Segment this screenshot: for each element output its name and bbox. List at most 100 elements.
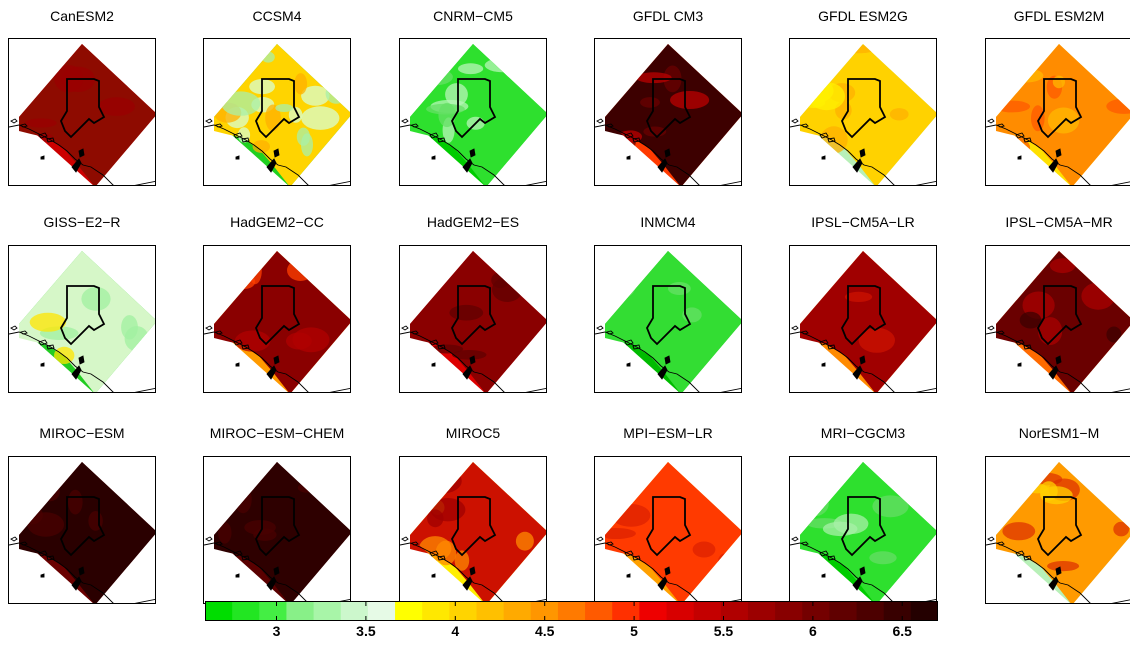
island — [827, 137, 836, 143]
coastline — [790, 542, 896, 603]
island — [859, 566, 866, 576]
island — [429, 132, 439, 139]
texture-blob — [458, 63, 484, 75]
island — [273, 148, 280, 158]
border-line — [915, 180, 936, 185]
texture-blob — [294, 73, 308, 95]
coastline — [9, 542, 115, 603]
colorbar-tick-label: 3.5 — [356, 623, 376, 639]
island — [657, 576, 668, 591]
texture-blob — [301, 85, 330, 106]
texture-blob — [869, 551, 897, 565]
texture-blob — [635, 72, 672, 84]
island — [46, 555, 55, 561]
panel-title: IPSL−CM5A−MR — [1005, 214, 1113, 230]
colorbar-swatch — [557, 601, 586, 621]
island — [801, 541, 809, 546]
panel-title: GFDL CM3 — [632, 8, 704, 24]
inland-fill — [605, 462, 741, 603]
coastline — [595, 124, 701, 185]
map-panel — [399, 456, 547, 604]
county-outline — [645, 285, 692, 346]
panel-title: GISS−E2−R — [43, 214, 121, 230]
colorbar-swatch — [205, 601, 233, 621]
island — [411, 330, 419, 335]
texture-blob — [1083, 462, 1105, 475]
map-svg — [790, 462, 936, 603]
texture-blob — [451, 350, 487, 360]
island — [10, 118, 18, 124]
map-panel — [8, 245, 156, 393]
colorbar-swatch — [476, 601, 505, 621]
colorbar-swatch — [340, 601, 369, 621]
inland-fill — [800, 462, 936, 603]
map-panel — [203, 456, 351, 604]
texture-blob — [27, 512, 65, 537]
texture-blob — [124, 269, 138, 290]
panel-title: MRI−CGCM3 — [820, 425, 906, 441]
island — [657, 158, 668, 173]
texture-blob — [800, 78, 834, 104]
inland-fill — [605, 251, 741, 392]
texture-blob — [605, 528, 636, 539]
island — [997, 123, 1005, 128]
coastline — [204, 331, 310, 392]
island — [78, 355, 85, 365]
island — [273, 566, 280, 576]
map-panel — [8, 456, 156, 604]
island — [215, 541, 223, 546]
island — [411, 541, 419, 546]
panel-title: NorESM1−M — [1018, 425, 1100, 441]
coastline — [595, 542, 701, 603]
island — [987, 118, 995, 124]
map-svg — [400, 462, 546, 603]
colorbar-swatch — [693, 601, 722, 621]
inland-fill — [410, 251, 546, 392]
colorbar-border — [205, 601, 938, 621]
colorbar-swatch — [422, 601, 450, 621]
island — [1048, 576, 1059, 591]
island — [469, 566, 476, 576]
texture-blob — [668, 282, 691, 295]
texture-blob — [124, 326, 149, 352]
texture-blob — [221, 91, 261, 116]
island — [241, 555, 250, 561]
island — [987, 325, 995, 331]
texture-blob — [1106, 326, 1122, 343]
island — [821, 155, 826, 160]
island — [596, 118, 604, 124]
island — [235, 573, 240, 578]
border-line — [329, 180, 350, 185]
colorbar-swatch — [802, 601, 831, 621]
border-line — [1111, 181, 1130, 185]
colorbar-tick-label: 6 — [808, 623, 817, 639]
island — [437, 555, 446, 561]
map-panel — [985, 456, 1130, 604]
map-svg — [790, 251, 936, 392]
texture-blob — [1019, 311, 1042, 329]
island — [1017, 573, 1022, 578]
colorbar-tick-label: 6.5 — [892, 623, 912, 639]
county-outline — [1036, 78, 1083, 139]
texture-blob — [301, 133, 313, 157]
inland-fill — [214, 462, 350, 603]
coastline — [9, 124, 115, 185]
island — [626, 155, 631, 160]
island — [1048, 158, 1059, 173]
panel-title: MPI−ESM−LR — [623, 425, 713, 441]
island — [827, 555, 836, 561]
coastline — [9, 331, 115, 392]
texture-blob — [670, 91, 710, 109]
inland-fill — [800, 44, 936, 185]
island — [235, 155, 240, 160]
map-svg — [9, 251, 155, 392]
colorbar-swatch — [856, 601, 885, 621]
island — [1017, 155, 1022, 160]
coastline — [400, 542, 506, 603]
island — [38, 132, 48, 139]
panel-title: GFDL ESM2G — [818, 8, 908, 24]
texture-blob — [415, 68, 453, 86]
texture-blob — [449, 304, 484, 321]
coastline — [986, 331, 1092, 392]
texture-blob — [218, 522, 232, 544]
